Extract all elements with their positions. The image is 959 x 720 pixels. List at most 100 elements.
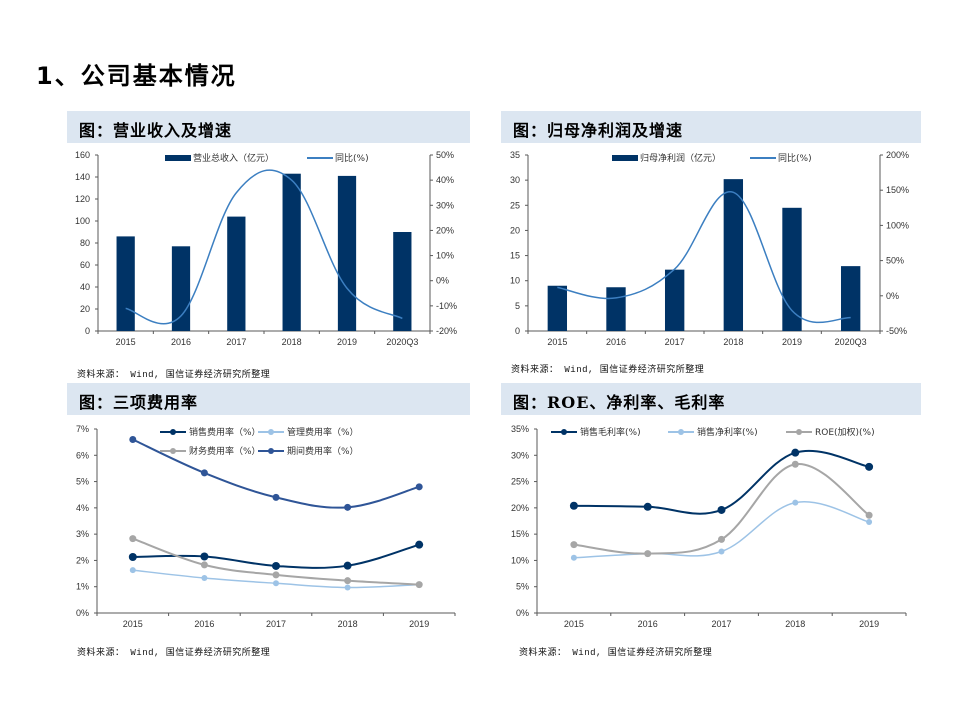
- panel-title-band-net-profit: 图：归母净利润及增速: [501, 111, 921, 143]
- data-point: [415, 540, 424, 549]
- y-tick-label: 140: [75, 172, 90, 182]
- data-point: [570, 541, 578, 549]
- y-tick-label: 0%: [516, 608, 529, 618]
- y-tick-label: 35%: [511, 424, 529, 434]
- y-tick-label-right: 0%: [886, 291, 899, 301]
- bar: [337, 175, 357, 331]
- bar: [664, 269, 685, 331]
- legend-label: 销售毛利率(%): [580, 426, 641, 438]
- x-tick-label: 2018: [785, 619, 805, 629]
- y-tick-label: 15: [510, 251, 520, 261]
- y-tick-label: 40: [80, 282, 90, 292]
- y-tick-label-right: -10%: [436, 301, 457, 311]
- x-tick-label: 2018: [338, 619, 358, 629]
- y-tick-label-right: 50%: [886, 256, 904, 266]
- y-tick-label-right: 200%: [886, 150, 909, 160]
- y-tick-label: 5%: [516, 582, 529, 592]
- legend-label: 营业总收入（亿元）: [193, 152, 274, 164]
- legend-label: 销售费用率（%）: [189, 426, 261, 438]
- panel-title-net-profit: 图：归母净利润及增速: [513, 121, 684, 140]
- data-point: [344, 577, 352, 585]
- x-tick-label: 2016: [606, 337, 626, 347]
- data-point: [200, 561, 208, 569]
- data-point: [344, 503, 352, 511]
- legend-label: 管理费用率（%）: [287, 426, 359, 438]
- data-point: [792, 499, 799, 506]
- data-point: [272, 571, 280, 579]
- y-tick-label-right: 10%: [436, 251, 454, 261]
- data-point: [201, 575, 208, 582]
- y-tick-label: 2%: [76, 555, 89, 565]
- bar: [782, 207, 802, 331]
- x-tick-label: 2019: [409, 619, 429, 629]
- y-tick-label: 120: [75, 194, 90, 204]
- data-point: [129, 567, 136, 574]
- panel-title-revenue: 图：营业收入及增速: [79, 121, 233, 140]
- x-tick-label: 2017: [665, 337, 685, 347]
- y-tick-label: 10: [510, 276, 520, 286]
- data-point: [569, 501, 578, 510]
- source-note-expense-ratios: 资料来源： Wind, 国信证券经济研究所整理: [77, 648, 271, 658]
- data-point: [129, 535, 137, 543]
- y-tick-label-right: 150%: [886, 185, 909, 195]
- growth-line: [125, 169, 403, 325]
- y-tick-label: 20: [80, 304, 90, 314]
- y-tick-label: 3%: [76, 529, 89, 539]
- data-point: [415, 581, 423, 589]
- x-tick-label: 2019: [782, 337, 802, 347]
- legend-label: 同比(%): [335, 152, 369, 164]
- y-tick-label: 4%: [76, 503, 89, 513]
- data-point: [865, 462, 874, 471]
- y-tick-label: 100: [75, 216, 90, 226]
- y-tick-label: 0: [515, 326, 520, 336]
- x-tick-label: 2016: [194, 619, 214, 629]
- legend-bar-swatch: [612, 155, 638, 161]
- data-point: [791, 448, 800, 457]
- x-tick-label: 2019: [337, 337, 357, 347]
- y-tick-label-right: -20%: [436, 326, 457, 336]
- legend-label: 财务费用率（%）: [189, 445, 261, 457]
- data-point: [272, 561, 280, 570]
- y-tick-label: 160: [75, 150, 90, 160]
- bar: [282, 173, 301, 331]
- legend-label: 销售净利率(%): [697, 426, 758, 438]
- source-note-revenue: 资料来源： Wind, 国信证券经济研究所整理: [77, 370, 271, 380]
- legend-label: 归母净利润（亿元）: [640, 152, 721, 164]
- x-tick-label: 2017: [266, 619, 286, 629]
- legend-label: ROE(加权)(%): [815, 426, 875, 438]
- y-tick-label: 0: [85, 326, 90, 336]
- data-point: [644, 550, 652, 558]
- data-point: [344, 584, 351, 591]
- y-tick-label-right: 0%: [436, 276, 449, 286]
- series-line: [573, 463, 870, 555]
- bar: [393, 232, 412, 331]
- x-tick-label: 2015: [547, 337, 567, 347]
- legend-label: 期间费用率（%）: [287, 445, 359, 457]
- panel-title-band-margins: 图：ROE、净利率、毛利率: [501, 383, 921, 415]
- x-tick-label: 2018: [723, 337, 743, 347]
- data-point: [272, 493, 280, 501]
- data-point: [866, 519, 873, 526]
- panel-title-band-revenue: 图：营业收入及增速: [67, 111, 470, 143]
- x-tick-label: 2015: [123, 619, 143, 629]
- x-tick-label: 2017: [711, 619, 731, 629]
- bar: [227, 216, 246, 331]
- x-tick-label: 2015: [116, 337, 136, 347]
- y-tick-label: 1%: [76, 582, 89, 592]
- y-tick-label: 20: [510, 225, 520, 235]
- x-tick-label: 2019: [859, 619, 879, 629]
- y-tick-label: 30%: [511, 450, 529, 460]
- y-tick-label-right: 40%: [436, 175, 454, 185]
- y-tick-label: 5%: [76, 477, 89, 487]
- panel-title-band-expense-ratios: 图：三项费用率: [67, 383, 470, 415]
- y-tick-label: 30: [510, 175, 520, 185]
- data-point: [200, 469, 208, 477]
- y-tick-label: 35: [510, 150, 520, 160]
- x-tick-label: 2017: [226, 337, 246, 347]
- data-point: [129, 436, 137, 444]
- x-tick-label: 2015: [564, 619, 584, 629]
- bar: [840, 266, 861, 331]
- data-point: [415, 483, 423, 491]
